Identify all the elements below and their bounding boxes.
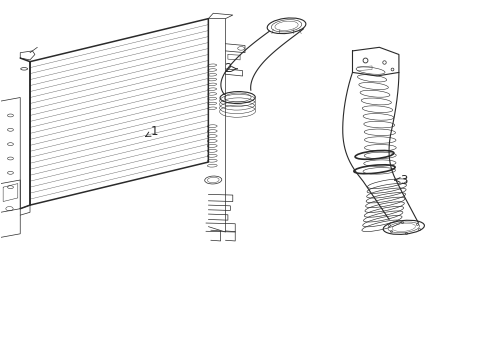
Text: 1: 1 xyxy=(146,125,158,138)
Text: 2: 2 xyxy=(224,62,237,75)
Text: 3: 3 xyxy=(394,174,408,186)
